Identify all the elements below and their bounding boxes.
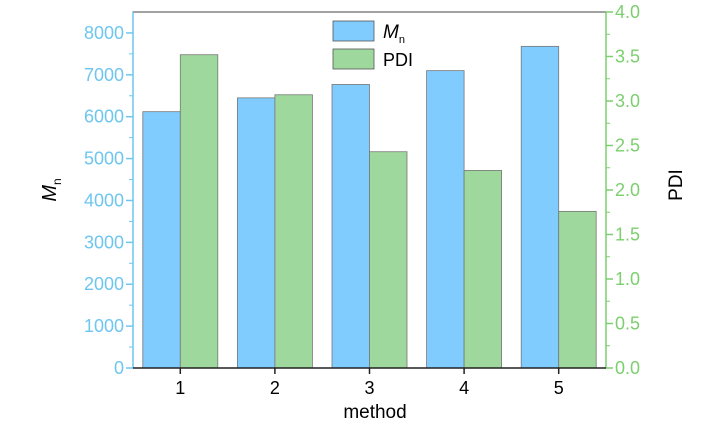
right-tick-label: 2.0 <box>615 180 640 200</box>
left-tick-label: 1000 <box>84 316 124 336</box>
bar-pdi-5 <box>558 210 597 369</box>
x-tick-label-3: 3 <box>364 378 374 398</box>
right-tick-label: 3.5 <box>615 47 640 67</box>
right-tick-label: 1.5 <box>615 225 640 245</box>
legend-label-mn: Mn <box>383 22 405 46</box>
left-tick-label: 6000 <box>84 107 124 127</box>
x-tick-label-2: 2 <box>270 378 280 398</box>
right-tick-label: 4.0 <box>615 2 640 22</box>
x-tick-label-1: 1 <box>175 378 185 398</box>
bar-mn-2 <box>236 97 276 369</box>
x-axis: 1 2 3 4 5 <box>133 367 606 398</box>
right-tick-label: 0.5 <box>615 314 640 334</box>
bar-mn-3 <box>331 84 370 369</box>
right-tick-label: 2.5 <box>615 136 640 156</box>
x-tick-label-5: 5 <box>554 378 564 398</box>
bar-mn-1 <box>142 111 181 369</box>
legend-label-pdi: PDI <box>383 50 413 70</box>
bar-pdi-3 <box>369 151 408 369</box>
x-axis-label: method <box>343 402 406 423</box>
bar-mn-5 <box>520 45 560 369</box>
legend-swatch-pdi <box>332 48 375 70</box>
right-y-axis-label: PDI <box>666 169 687 201</box>
left-tick-label: 0 <box>114 358 124 378</box>
legend-swatch-mn <box>332 20 375 42</box>
right-tick-label: 0.0 <box>615 358 640 378</box>
left-tick-label: 3000 <box>84 232 124 252</box>
left-y-axis: 0 1000 2000 3000 4000 5000 6000 7000 8000 <box>84 12 134 378</box>
right-y-axis: 0.0 0.5 1.0 1.5 2.0 2.5 3.0 3.5 4.0 <box>605 2 640 378</box>
left-tick-label: 2000 <box>84 274 124 294</box>
left-y-axis-label: Mn <box>39 178 64 201</box>
bars-layer <box>142 45 597 369</box>
bar-pdi-1 <box>179 54 219 369</box>
right-tick-label: 1.0 <box>615 269 640 289</box>
left-tick-label: 5000 <box>84 149 124 169</box>
bar-pdi-2 <box>274 94 313 369</box>
left-tick-label: 4000 <box>84 190 124 210</box>
legend: Mn PDI <box>332 20 413 70</box>
left-tick-label: 8000 <box>84 23 124 43</box>
right-tick-label: 3.0 <box>615 91 640 111</box>
left-tick-label: 7000 <box>84 65 124 85</box>
bar-pdi-4 <box>463 170 503 369</box>
bar-mn-4 <box>426 70 465 369</box>
x-tick-label-4: 4 <box>459 378 469 398</box>
